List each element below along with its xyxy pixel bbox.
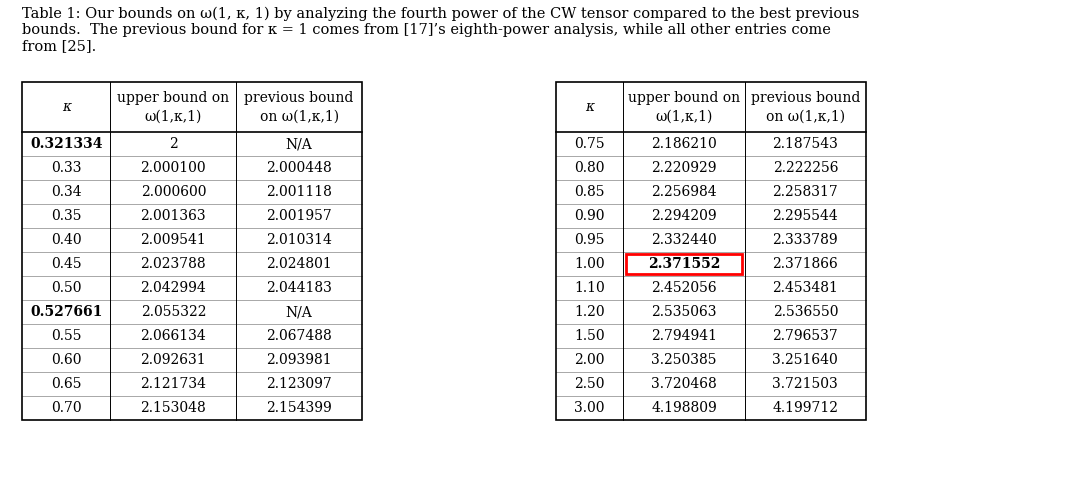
Text: 2.154399: 2.154399 bbox=[267, 401, 332, 415]
Text: 3.720468: 3.720468 bbox=[651, 377, 717, 391]
Text: 2.010314: 2.010314 bbox=[266, 233, 332, 247]
Bar bbox=[556, 82, 866, 420]
Text: N/A: N/A bbox=[286, 305, 312, 319]
Text: 0.33: 0.33 bbox=[51, 161, 81, 175]
Text: upper bound on
ω(1,κ,1): upper bound on ω(1,κ,1) bbox=[627, 91, 740, 123]
Text: 2.121734: 2.121734 bbox=[140, 377, 206, 391]
Text: 3.00: 3.00 bbox=[575, 401, 605, 415]
Text: 2.256984: 2.256984 bbox=[651, 185, 717, 199]
Text: 2.50: 2.50 bbox=[575, 377, 605, 391]
Text: 0.60: 0.60 bbox=[51, 353, 81, 367]
Text: 2.001118: 2.001118 bbox=[266, 185, 332, 199]
Text: 2.153048: 2.153048 bbox=[140, 401, 206, 415]
Text: 2.186210: 2.186210 bbox=[651, 137, 717, 151]
Text: 2.222256: 2.222256 bbox=[772, 161, 838, 175]
Text: 2.092631: 2.092631 bbox=[140, 353, 206, 367]
Text: 3.721503: 3.721503 bbox=[772, 377, 838, 391]
Text: 2.001363: 2.001363 bbox=[140, 209, 206, 223]
Text: 2.333789: 2.333789 bbox=[772, 233, 838, 247]
Text: previous bound
on ω(1,κ,1): previous bound on ω(1,κ,1) bbox=[244, 91, 354, 123]
Text: 1.50: 1.50 bbox=[575, 329, 605, 343]
Text: 2.535063: 2.535063 bbox=[651, 305, 717, 319]
Text: 2.258317: 2.258317 bbox=[772, 185, 838, 199]
Text: 2.796537: 2.796537 bbox=[772, 329, 838, 343]
Text: κ: κ bbox=[62, 100, 71, 114]
Text: 0.80: 0.80 bbox=[575, 161, 605, 175]
Text: 2.295544: 2.295544 bbox=[772, 209, 838, 223]
Text: upper bound on
ω(1,κ,1): upper bound on ω(1,κ,1) bbox=[118, 91, 229, 123]
Text: previous bound
on ω(1,κ,1): previous bound on ω(1,κ,1) bbox=[751, 91, 860, 123]
Text: 2.024801: 2.024801 bbox=[267, 257, 332, 271]
Text: 2.332440: 2.332440 bbox=[651, 233, 717, 247]
Text: κ: κ bbox=[585, 100, 594, 114]
Text: 2.044183: 2.044183 bbox=[266, 281, 332, 295]
Text: 2.794941: 2.794941 bbox=[651, 329, 717, 343]
Text: 1.10: 1.10 bbox=[575, 281, 605, 295]
Text: 2.187543: 2.187543 bbox=[772, 137, 838, 151]
Text: 2.453481: 2.453481 bbox=[772, 281, 838, 295]
Text: 0.50: 0.50 bbox=[51, 281, 81, 295]
Text: 3.251640: 3.251640 bbox=[772, 353, 838, 367]
Text: 2.00: 2.00 bbox=[575, 353, 605, 367]
Text: 0.55: 0.55 bbox=[51, 329, 81, 343]
Text: 2.220929: 2.220929 bbox=[651, 161, 717, 175]
Text: 2.000448: 2.000448 bbox=[267, 161, 332, 175]
Text: 1.00: 1.00 bbox=[575, 257, 605, 271]
Text: 0.95: 0.95 bbox=[575, 233, 605, 247]
Text: 0.75: 0.75 bbox=[575, 137, 605, 151]
Text: bounds.  The previous bound for κ = 1 comes from [17]’s eighth-power analysis, w: bounds. The previous bound for κ = 1 com… bbox=[22, 23, 831, 37]
Text: 2.000600: 2.000600 bbox=[140, 185, 206, 199]
Text: 4.198809: 4.198809 bbox=[651, 401, 717, 415]
Text: from [25].: from [25]. bbox=[22, 40, 96, 54]
Text: 0.65: 0.65 bbox=[51, 377, 81, 391]
Text: 2: 2 bbox=[168, 137, 178, 151]
Bar bbox=[22, 82, 362, 420]
Text: 2.294209: 2.294209 bbox=[651, 209, 717, 223]
Text: 0.70: 0.70 bbox=[51, 401, 82, 415]
Text: 0.35: 0.35 bbox=[51, 209, 81, 223]
Text: 2.371552: 2.371552 bbox=[648, 257, 720, 271]
Text: 2.001957: 2.001957 bbox=[267, 209, 332, 223]
Text: 1.20: 1.20 bbox=[575, 305, 605, 319]
Text: 0.85: 0.85 bbox=[575, 185, 605, 199]
Bar bbox=[626, 254, 742, 274]
Text: N/A: N/A bbox=[286, 137, 312, 151]
Text: 0.90: 0.90 bbox=[575, 209, 605, 223]
Text: Table 1: Our bounds on ω(1, κ, 1) by analyzing the fourth power of the CW tensor: Table 1: Our bounds on ω(1, κ, 1) by ana… bbox=[22, 7, 860, 21]
Text: 2.066134: 2.066134 bbox=[140, 329, 206, 343]
Text: 2.093981: 2.093981 bbox=[267, 353, 332, 367]
Text: 0.34: 0.34 bbox=[51, 185, 82, 199]
Text: 0.321334: 0.321334 bbox=[30, 137, 103, 151]
Text: 2.536550: 2.536550 bbox=[772, 305, 838, 319]
Text: 0.40: 0.40 bbox=[51, 233, 82, 247]
Text: 2.000100: 2.000100 bbox=[140, 161, 206, 175]
Text: 2.055322: 2.055322 bbox=[140, 305, 206, 319]
Text: 0.45: 0.45 bbox=[51, 257, 82, 271]
Text: 4.199712: 4.199712 bbox=[772, 401, 838, 415]
Text: 0.527661: 0.527661 bbox=[30, 305, 103, 319]
Text: 2.023788: 2.023788 bbox=[140, 257, 206, 271]
Text: 2.042994: 2.042994 bbox=[140, 281, 206, 295]
Text: 3.250385: 3.250385 bbox=[651, 353, 717, 367]
Text: 2.009541: 2.009541 bbox=[140, 233, 206, 247]
Text: 2.371866: 2.371866 bbox=[772, 257, 838, 271]
Text: 2.123097: 2.123097 bbox=[267, 377, 332, 391]
Text: 2.452056: 2.452056 bbox=[651, 281, 717, 295]
Text: 2.067488: 2.067488 bbox=[267, 329, 332, 343]
